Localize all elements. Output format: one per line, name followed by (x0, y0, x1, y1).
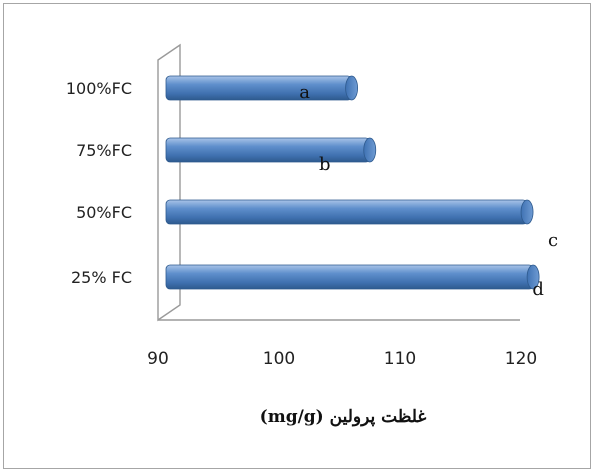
data-label: b (319, 154, 331, 175)
data-label: a (299, 82, 310, 103)
x-tick-label: 90 (147, 349, 169, 369)
bar-body (165, 264, 534, 290)
x-tick-label: 120 (505, 349, 537, 369)
bar (165, 199, 534, 225)
bar-body (165, 75, 353, 101)
category-label: 50%FC (76, 203, 132, 222)
chart-frame (3, 3, 591, 469)
bar-end-cap (520, 199, 534, 225)
bar-body (165, 137, 371, 163)
bar (165, 264, 540, 290)
bars-group (165, 75, 540, 290)
data-labels: a b c d (299, 82, 558, 300)
data-label: c (548, 230, 558, 251)
bar-body (165, 199, 528, 225)
x-tick-label: 100 (263, 349, 295, 369)
data-label: d (532, 279, 544, 300)
bar-end-cap (345, 75, 359, 101)
bar-end-cap (363, 137, 377, 163)
bar-end-cap (526, 264, 540, 290)
category-label: 25% FC (71, 268, 132, 287)
category-label: 100%FC (66, 79, 132, 98)
bar (165, 75, 359, 101)
x-axis-ticks: 90 100 110 120 (147, 349, 537, 369)
category-labels: 100%FC 75%FC 50%FC 25% FC (66, 79, 132, 287)
chart-back-wall (157, 43, 181, 322)
x-axis-label: (mg/g) غلظت پرولین (260, 407, 427, 427)
category-label: 75%FC (76, 141, 132, 160)
x-tick-label: 110 (384, 349, 416, 369)
bar (165, 137, 377, 163)
